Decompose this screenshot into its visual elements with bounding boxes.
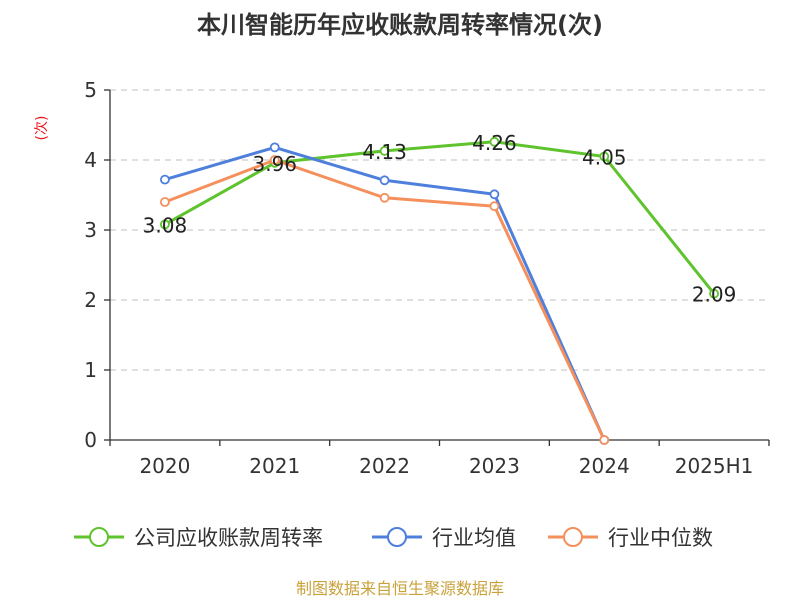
y-tick-label: 5 bbox=[84, 78, 97, 102]
x-tick-label: 2022 bbox=[359, 454, 410, 478]
legend-label: 行业均值 bbox=[432, 526, 516, 550]
data-point bbox=[599, 151, 610, 162]
data-labels: 3.08 3.96 4.13 4.26 4.05 2.09 bbox=[143, 131, 737, 307]
data-point bbox=[269, 155, 280, 165]
data-point bbox=[379, 145, 390, 156]
data-label: 4.13 bbox=[362, 140, 407, 164]
series-line bbox=[164, 145, 606, 441]
data-point bbox=[160, 219, 170, 230]
grid-lines bbox=[110, 89, 769, 371]
data-point bbox=[599, 435, 610, 445]
legend: 公司应收账款周转率 行业均值 行业中位数 bbox=[74, 526, 713, 550]
data-label: 3.08 bbox=[143, 213, 188, 237]
data-point bbox=[379, 192, 390, 203]
chart-title: 本川智能历年应收账款周转率情况(次) bbox=[197, 11, 603, 39]
data-point bbox=[160, 197, 170, 207]
y-tick-label: 4 bbox=[84, 148, 97, 172]
y-tick-label: 2 bbox=[84, 288, 97, 312]
x-tick-label: 2023 bbox=[469, 454, 520, 478]
x-tick-label: 2021 bbox=[249, 454, 300, 478]
data-point bbox=[160, 174, 170, 185]
x-tick-label: 2025H1 bbox=[675, 454, 754, 478]
series-line bbox=[164, 140, 716, 295]
legend-label: 公司应收账款周转率 bbox=[134, 526, 323, 550]
data-point bbox=[489, 201, 500, 212]
y-tick-label: 3 bbox=[84, 218, 97, 242]
x-tick-label: 2020 bbox=[139, 454, 190, 478]
data-label: 3.96 bbox=[252, 152, 297, 176]
source-note: 制图数据来自恒生聚源数据库 bbox=[296, 579, 504, 598]
x-tick-label: 2024 bbox=[579, 454, 630, 478]
data-point bbox=[489, 136, 500, 147]
data-point bbox=[709, 288, 719, 299]
data-point bbox=[269, 142, 280, 153]
y-tick-label: 0 bbox=[84, 428, 97, 452]
legend-label: 行业中位数 bbox=[608, 526, 713, 550]
data-point bbox=[489, 189, 500, 200]
data-label: 2.09 bbox=[692, 283, 737, 307]
y-tick-label: 1 bbox=[84, 358, 97, 382]
series-lines bbox=[160, 136, 719, 445]
data-label: 4.05 bbox=[582, 146, 627, 170]
data-label: 4.26 bbox=[472, 131, 517, 155]
data-point bbox=[379, 175, 390, 186]
axes: 0 1 2 3 4 5 2020 2021 2022 2023 2024 2025H1 bbox=[84, 78, 770, 478]
legend-marker bbox=[387, 527, 407, 547]
y-axis-label: (次) bbox=[34, 116, 50, 141]
legend-marker bbox=[563, 527, 583, 547]
legend-marker bbox=[89, 527, 109, 547]
